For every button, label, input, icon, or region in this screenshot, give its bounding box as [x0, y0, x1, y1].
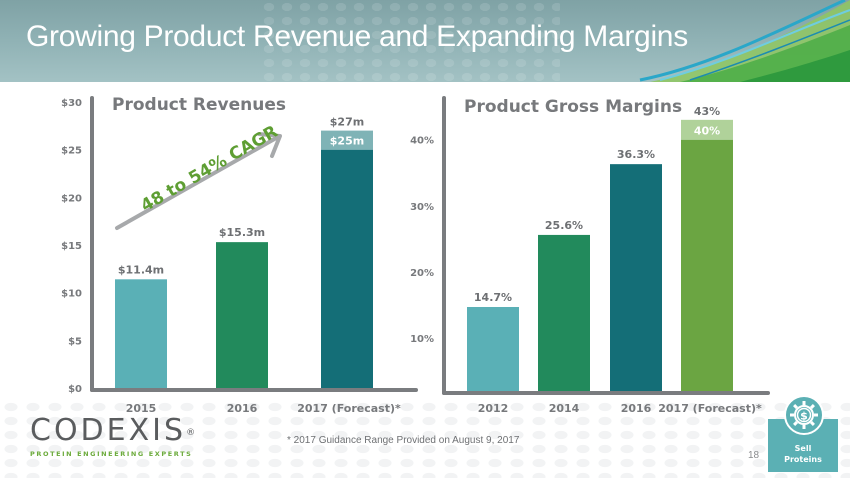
forecast-range-bar [321, 130, 373, 150]
y-tick-label: $20 [61, 193, 82, 204]
slide-header: Growing Product Revenue and Expanding Ma… [0, 0, 850, 82]
y-tick-label: $10 [61, 289, 82, 300]
badge-label-line2: Proteins [784, 455, 822, 464]
range-top-label: 43% [694, 105, 720, 118]
header-swoosh-graphic [639, 0, 850, 82]
y-tick-label: $5 [68, 336, 82, 347]
badge-label-line1: Sell [794, 444, 812, 453]
product-gross-margins-chart: Product Gross Margins 10% 20% 30% 40% 14.7%… [410, 96, 770, 415]
logo-wordmark: CODEXIS [30, 413, 187, 448]
forecast-range-bar [681, 119, 733, 140]
y-tick-label: 10% [410, 334, 434, 345]
y-tick-label: $25 [61, 146, 82, 157]
revenues-y-axis-ticks: $0 $5 $10 $15 $20 $25 $30 [61, 98, 82, 395]
data-label: 14.7% [474, 291, 512, 304]
data-label: $15.3m [219, 226, 265, 239]
product-revenues-chart: Product Revenues $0 $5 $10 $15 $20 $25 $30 $11… [61, 95, 418, 415]
logo-tagline: PROTEIN ENGINEERING EXPERTS [30, 450, 193, 458]
margins-bars: 14.7% 25.6% 36.3% 40% 43% [467, 105, 733, 391]
dollar-gear-icon: $ [784, 395, 824, 435]
header-dot-pattern [260, 0, 560, 82]
slide-title: Growing Product Revenue and Expanding Ma… [26, 20, 688, 53]
margins-y-axis-ticks: 10% 20% 30% 40% [410, 136, 434, 345]
footnote: * 2017 Guidance Range Provided on August… [287, 435, 520, 446]
registered-mark: ® [186, 428, 199, 438]
gear-icon: $ [790, 401, 818, 429]
x-category-label: 2014 [549, 402, 580, 415]
badge-label: Sell Proteins [768, 443, 838, 465]
cagr-arrow [115, 132, 282, 230]
data-label: 25.6% [545, 219, 583, 232]
cagr-arrow-shaft [115, 135, 280, 230]
x-category-label: 2017 (Forecast)* [658, 402, 762, 415]
y-tick-label: $30 [61, 98, 82, 109]
data-label: $11.4m [118, 263, 164, 276]
dollar-icon: $ [800, 410, 808, 423]
codexis-logo: CODEXIS® PROTEIN ENGINEERING EXPERTS [30, 413, 199, 459]
y-tick-label: 40% [410, 136, 434, 147]
revenues-x-axis-labels: 2015 2016 2017 (Forecast)* [126, 402, 401, 415]
revenues-chart-title: Product Revenues [112, 95, 286, 115]
bar-2016 [216, 242, 268, 388]
x-category-label: 2015 [126, 402, 157, 415]
y-tick-label: 30% [410, 202, 434, 213]
page-number: 18 [748, 450, 760, 461]
y-tick-label: $0 [68, 384, 82, 395]
bar-2015 [115, 279, 167, 388]
data-label: 36.3% [617, 148, 655, 161]
x-category-label: 2017 (Forecast)* [297, 402, 401, 415]
bar-2012 [467, 307, 519, 391]
footer-pattern [0, 400, 850, 478]
x-category-label: 2016 [621, 402, 652, 415]
range-top-label: $27m [330, 116, 364, 129]
x-category-label: 2016 [227, 402, 258, 415]
cagr-annotation: 48 to 54% CAGR [138, 122, 282, 217]
data-label: 40% [694, 125, 720, 138]
bar-2017forecast [681, 139, 733, 391]
bar-2017forecast [321, 149, 373, 388]
cagr-arrow-head [257, 132, 282, 158]
bar-2016 [610, 164, 662, 391]
bar-2014 [538, 234, 590, 391]
y-tick-label: $15 [61, 241, 82, 252]
x-category-label: 2012 [478, 402, 509, 415]
margins-x-axis-labels: 2012 2014 2016 2017 (Forecast)* [478, 402, 762, 415]
revenues-bars: $11.4m $15.3m $25m $27m [115, 116, 373, 388]
margins-chart-title: Product Gross Margins [464, 97, 682, 117]
data-label: $25m [330, 135, 364, 148]
y-tick-label: 20% [410, 268, 434, 279]
